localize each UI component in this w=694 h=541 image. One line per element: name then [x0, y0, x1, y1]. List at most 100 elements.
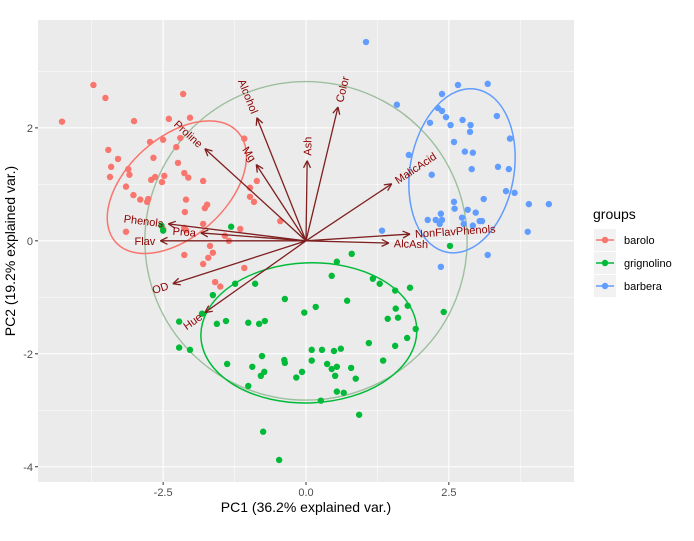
point-barolo — [107, 163, 115, 171]
point-grignolino — [257, 372, 265, 380]
point-barbera — [447, 121, 454, 129]
point-barbera — [437, 263, 445, 271]
point-grignolino — [312, 303, 319, 311]
point-barbera — [428, 171, 435, 178]
point-barolo — [114, 155, 122, 163]
point-barolo — [122, 183, 130, 190]
arrowhead — [172, 277, 180, 285]
point-grignolino — [328, 365, 335, 373]
loading-arrow — [305, 233, 411, 242]
arrowhead — [402, 230, 411, 235]
point-barbera — [454, 81, 462, 89]
point-barolo — [130, 191, 137, 199]
point-barbera — [525, 200, 533, 208]
point-barbera — [469, 222, 477, 229]
point-barolo — [221, 232, 229, 239]
point-grignolino — [255, 320, 263, 328]
point-grignolino — [175, 318, 183, 325]
point-grignolino — [391, 342, 399, 350]
point-barolo — [241, 264, 248, 272]
unit-circle — [144, 80, 468, 401]
arrowhead — [383, 183, 392, 186]
point-grignolino — [198, 310, 206, 317]
legend-key-point — [601, 259, 609, 267]
point-barolo — [177, 134, 184, 142]
arrowhead — [302, 160, 308, 169]
loading-arrow — [172, 240, 307, 285]
loading-arrow — [305, 160, 308, 241]
x-tick-label: -2.5 — [154, 487, 173, 499]
point-grignolino — [258, 352, 266, 360]
point-barolo — [182, 196, 190, 203]
point-grignolino — [333, 388, 341, 395]
point-barolo — [159, 136, 167, 143]
point-barolo — [199, 177, 207, 185]
arrowhead — [204, 305, 210, 313]
point-barolo — [250, 198, 258, 206]
arrowhead — [168, 220, 177, 225]
point-barolo — [246, 184, 254, 191]
arrowhead — [332, 106, 339, 114]
point-barolo — [158, 178, 166, 186]
loading-arrow — [255, 164, 307, 242]
point-barbera — [464, 206, 471, 213]
point-grignolino — [391, 287, 399, 294]
point-barbera — [484, 80, 491, 88]
point-grignolino — [259, 428, 267, 435]
loading-label: AlcAsh — [394, 238, 429, 251]
point-grignolino — [347, 364, 355, 372]
point-grignolino — [365, 339, 373, 347]
point-barolo — [102, 94, 109, 102]
point-barolo — [253, 177, 261, 185]
point-barbera — [458, 214, 466, 221]
point-barolo — [90, 81, 97, 89]
point-grignolino — [308, 357, 315, 364]
point-barbera — [438, 90, 446, 98]
arrowhead — [381, 238, 390, 244]
point-barolo — [173, 143, 180, 151]
point-barbera — [378, 227, 386, 234]
point-barolo — [211, 278, 219, 286]
point-grignolino — [337, 345, 345, 352]
point-barbera — [468, 165, 475, 173]
y-tick-label: 2 — [27, 123, 33, 135]
point-grignolino — [379, 357, 387, 364]
point-grignolino — [275, 456, 283, 464]
arrowhead — [387, 183, 393, 192]
ellipse-barbera — [408, 87, 516, 254]
point-barolo — [130, 117, 138, 125]
point-barbera — [450, 138, 458, 146]
point-barolo — [161, 172, 168, 180]
arrowhead — [160, 240, 168, 245]
points — [58, 38, 553, 464]
arrowhead — [167, 223, 176, 229]
loading-arrow — [305, 106, 339, 241]
point-grignolino — [406, 284, 414, 291]
correlation-circle — [144, 80, 468, 401]
point-barolo — [181, 208, 189, 216]
point-barbera — [393, 101, 401, 108]
loading-label: Proa — [172, 226, 197, 240]
point-barbera — [524, 228, 531, 235]
loading-label: Phenols — [123, 213, 164, 230]
loading-arrow — [204, 148, 307, 242]
point-grignolino — [323, 360, 331, 368]
point-grignolino — [331, 372, 339, 380]
point-grignolino — [298, 368, 306, 376]
point-barolo — [201, 204, 209, 212]
loading-label: OD — [151, 281, 170, 298]
legend-key-point — [601, 282, 609, 290]
legend: groups barolo grignolino barbera — [593, 206, 672, 297]
point-barolo — [199, 260, 207, 268]
arrowhead — [402, 233, 411, 239]
point-barbera — [424, 216, 431, 224]
y-tick-label: 0 — [27, 236, 33, 248]
point-grignolino — [186, 346, 194, 354]
point-grignolino — [293, 374, 300, 381]
point-barolo — [181, 169, 188, 177]
point-barolo — [186, 114, 194, 121]
point-barbera — [436, 220, 443, 228]
point-barbera — [478, 217, 486, 225]
arrowhead — [337, 106, 341, 115]
